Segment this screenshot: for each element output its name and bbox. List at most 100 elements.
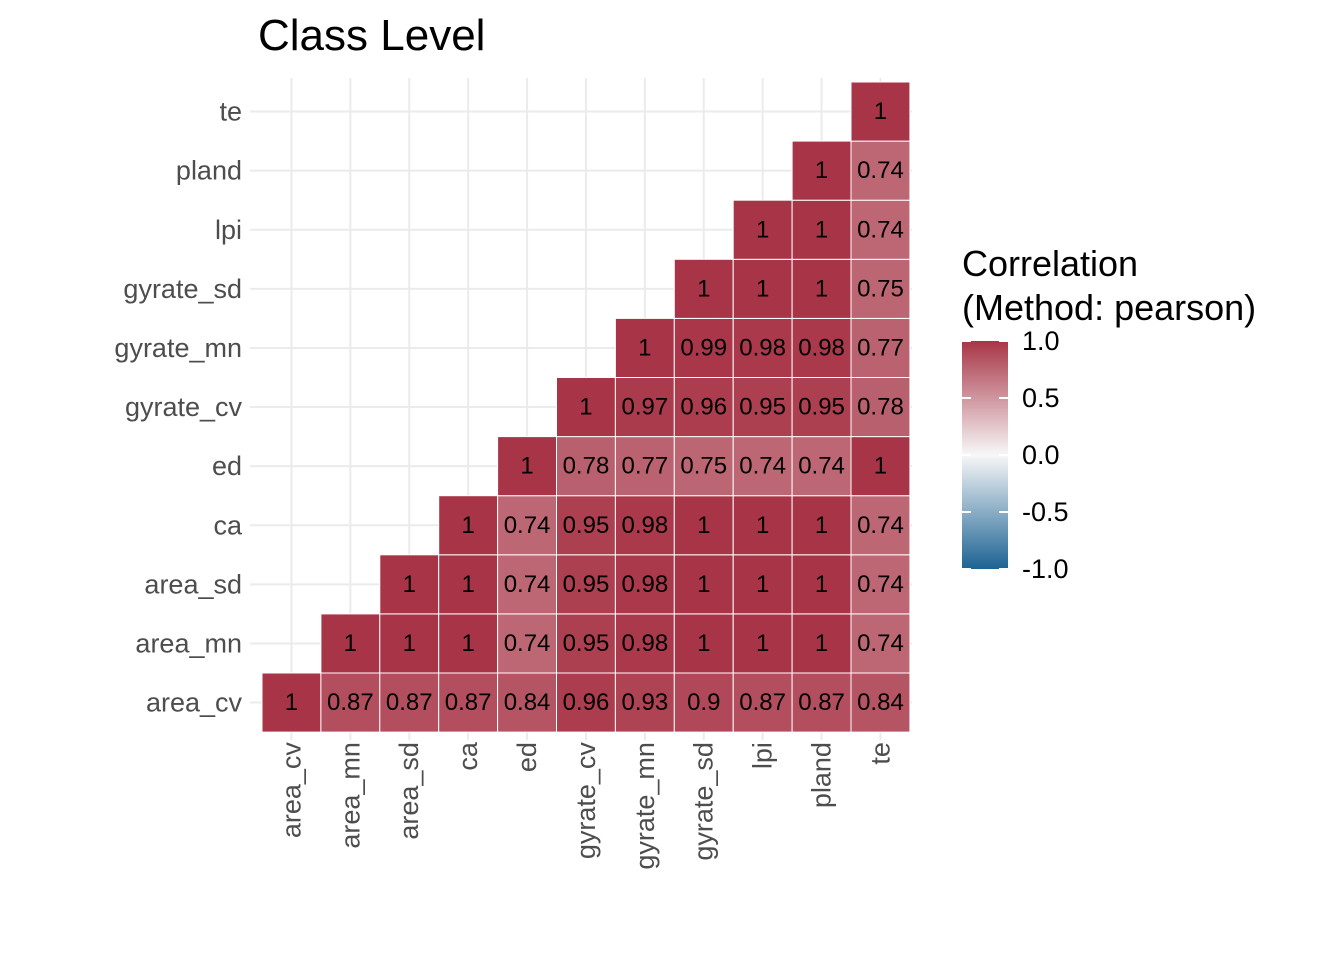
cell-value-label: 0.74 [857,630,904,657]
cell-value-label: 0.96 [563,689,610,716]
cell-value-label: 1 [815,571,828,598]
heatmap-cell [556,672,616,733]
cell-value-label: 1 [874,453,887,480]
cell-value-label: 1 [697,630,710,657]
heatmap-cell [320,613,381,674]
heatmap-cell [379,613,440,674]
y-tick-label: gyrate_cv [125,392,243,422]
cell-value-label: 1 [697,275,710,302]
heatmap-cell [673,613,734,674]
cell-value-label: 0.74 [857,216,904,243]
cell-value-label: 0.77 [857,334,904,361]
x-tick-label: gyrate_cv [571,742,601,860]
cell-value-label: 0.98 [621,512,668,539]
cell-value-label: 1 [756,571,769,598]
cell-value-label: 0.98 [621,571,668,598]
cell-value-label: 0.95 [798,394,845,421]
legend-break-label: 0.0 [1022,440,1060,470]
heatmap-cell [261,672,322,733]
cell-value-label: 1 [815,157,828,184]
x-tick-label: te [865,742,895,765]
cell-value-label: 1 [285,689,298,716]
heatmap-cell [614,436,675,497]
legend-title-line-2: (Method: pearson) [962,287,1256,328]
heatmap-cells [261,81,911,733]
y-axis-ticks: area_cv area_mn area_sd ca ed gyrate_cv gyrate… [114,97,243,718]
cell-value-label: 1 [815,512,828,539]
cell-value-label: 0.95 [563,512,610,539]
cell-value-label: 0.74 [857,512,904,539]
heatmap-cell [850,140,911,201]
cell-value-label: 0.9 [687,689,720,716]
heatmap-cell [850,554,911,615]
cell-value-label: 0.74 [504,512,551,539]
x-tick-label: ca [453,741,483,771]
heatmap-cell [791,613,852,674]
cell-value-label: 0.98 [798,334,845,361]
y-tick-label: area_sd [144,569,242,599]
heatmap-cell [379,554,440,615]
cell-value-label: 1 [579,394,592,421]
y-tick-label: pland [176,156,242,186]
y-tick-label: area_cv [146,688,243,718]
cell-value-label: 0.98 [739,334,786,361]
cell-value-label: 1 [756,216,769,243]
cell-value-label: 0.87 [739,689,786,716]
cell-labels: 1 0.87 0.87 0.87 0.84 0.96 0.93 0.9 0.87 0.87 0.84… [285,98,904,716]
cell-value-label: 0.84 [504,689,551,716]
heatmap-cell [379,672,440,733]
x-axis-ticks: area_cv area_mn area_sd ca ed gyrate_cv gyrate… [276,741,895,870]
y-tick-label: gyrate_mn [114,333,242,363]
heatmap-cell [614,317,675,378]
legend-title-line-1: Correlation [962,243,1138,284]
cell-value-label: 0.87 [386,689,433,716]
cell-value-label: 0.78 [563,453,610,480]
legend: Correlation (Method: pearson) 1.0 0.5 0.0 -… [962,243,1256,584]
cell-value-label: 0.99 [680,334,727,361]
cell-value-label: 1 [461,512,474,539]
cell-value-label: 0.74 [504,630,551,657]
cell-value-label: 1 [697,571,710,598]
heatmap-cell [497,672,558,733]
heatmap-cell [556,554,616,615]
cell-value-label: 0.87 [327,689,374,716]
cell-value-label: 0.87 [798,689,845,716]
legend-break-label: -0.5 [1022,497,1069,527]
cell-value-label: 1 [461,630,474,657]
x-tick-label: gyrate_sd [689,742,719,861]
heatmap-cell [673,258,734,319]
cell-value-label: 1 [815,275,828,302]
cell-value-label: 1 [756,630,769,657]
y-tick-label: gyrate_sd [123,274,242,304]
heatmap-cell [614,495,675,556]
heatmap-cell [732,613,793,674]
cell-value-label: 0.95 [739,394,786,421]
heatmap-cell [791,495,852,556]
cell-value-label: 0.93 [621,689,668,716]
y-tick-label: te [219,97,242,127]
cell-value-label: 1 [815,216,828,243]
x-tick-label: gyrate_mn [630,742,660,870]
heatmap-cell [732,377,793,438]
cell-value-label: 0.96 [680,394,727,421]
cell-value-label: 0.95 [563,630,610,657]
cell-value-label: 1 [520,453,533,480]
cell-value-label: 0.74 [504,571,551,598]
x-tick-label: ed [512,742,542,772]
cell-value-label: 0.84 [857,689,904,716]
cell-value-label: 0.87 [445,689,492,716]
cell-value-label: 0.74 [857,157,904,184]
heatmap-cell [673,377,734,438]
heatmap-cell [732,317,793,378]
cell-value-label: 0.95 [563,571,610,598]
heatmap-cell [556,613,616,674]
y-tick-label: ed [212,451,242,481]
heatmap-cell [497,554,558,615]
heatmap-cell [732,436,793,497]
chart-title: Class Level [258,11,485,60]
cell-value-label: 1 [756,275,769,302]
heatmap-cell [850,258,911,319]
heatmap-cell [850,672,911,733]
cell-value-label: 1 [403,571,416,598]
